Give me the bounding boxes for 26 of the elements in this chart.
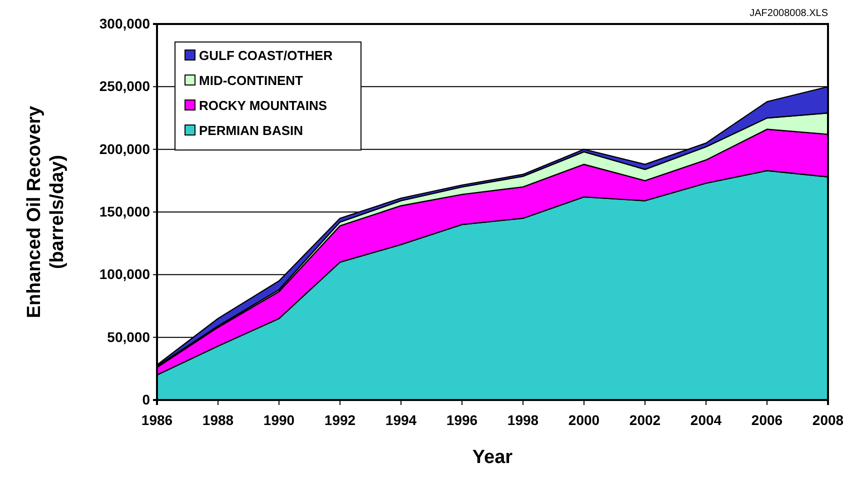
y-tick-label: 0 [142, 391, 150, 408]
x-tick-label: 2000 [568, 412, 600, 428]
x-tick-label: 1986 [141, 412, 173, 428]
legend-label: ROCKY MOUNTAINS [199, 98, 328, 113]
y-tick-label: 250,000 [99, 78, 150, 94]
x-tick-label: 2006 [751, 412, 783, 428]
x-tick-label: 1988 [202, 412, 234, 428]
y-axis-title: Enhanced Oil Recovery (barrels/day) [24, 105, 68, 318]
x-tick-label: 1998 [507, 412, 539, 428]
legend-label: MID-CONTINENT [199, 73, 304, 88]
x-tick-label: 2002 [629, 412, 661, 428]
x-tick-label: 2008 [812, 412, 844, 428]
x-tick-label: 2004 [690, 412, 722, 428]
x-axis-title: Year [472, 447, 514, 468]
x-tick-label: 1996 [446, 412, 478, 428]
x-tick-label: 1994 [385, 412, 417, 428]
y-tick-label: 50,000 [107, 328, 150, 345]
y-tick-label: 200,000 [99, 140, 150, 157]
x-tick-label: 1992 [324, 412, 356, 428]
x-tick-label: 1990 [263, 412, 295, 428]
y-tick-label: 150,000 [99, 203, 150, 220]
legend-label: PERMIAN BASIN [199, 123, 304, 138]
legend-label: GULF COAST/OTHER [199, 48, 334, 63]
y-tick-label: 300,000 [99, 15, 150, 32]
text: JAF2008008.XLS [750, 8, 828, 19]
y-tick-label: 100,000 [99, 266, 150, 282]
